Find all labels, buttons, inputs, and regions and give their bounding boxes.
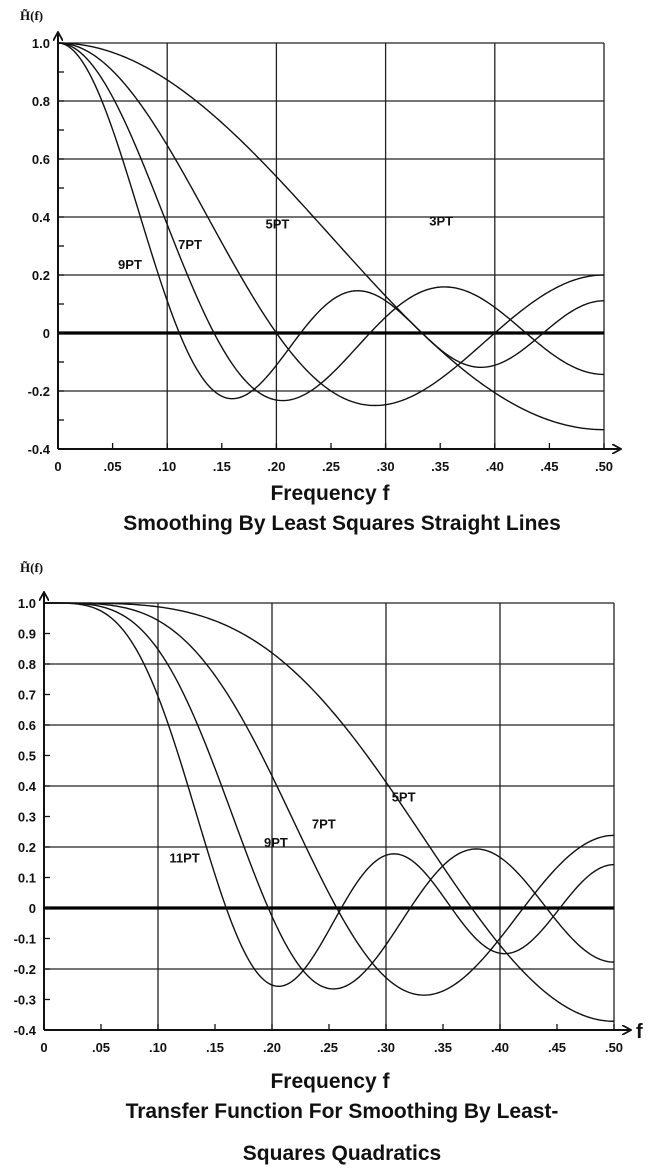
y-tick-label: 0.8 — [18, 657, 36, 672]
y-tick-label: -0.2 — [14, 962, 36, 977]
chart-caption-line-2: Squares Quadratics — [243, 1142, 441, 1165]
x-tick-label: .20 — [263, 1040, 281, 1055]
y-tick-label: 0 — [43, 326, 50, 341]
x-tick-label: .05 — [104, 459, 122, 474]
series-label-5pt: 5PT — [392, 789, 416, 804]
y-tick-label: 0.4 — [18, 779, 37, 794]
x-axis-title: Frequency f — [270, 482, 390, 505]
x-axis-arrow-label: f — [636, 1021, 643, 1043]
curves — [57, 42, 605, 431]
curve-labels: 5PT 7PT 9PT 11PT — [169, 789, 415, 865]
x-tick-label: .10 — [158, 459, 176, 474]
gridlines — [44, 602, 615, 1030]
chart-caption: Smoothing By Least Squares Straight Line… — [123, 512, 561, 535]
y-tick-label: 0.6 — [18, 718, 36, 733]
x-tick-label: .40 — [486, 459, 504, 474]
chart-caption-line-1: Transfer Function For Smoothing By Least… — [126, 1100, 559, 1123]
y-tick-label: 0.6 — [32, 152, 50, 167]
y-tick-label: -0.1 — [14, 932, 36, 947]
y-tick-label: 0.7 — [18, 688, 36, 703]
y-tick-labels: 1.0 0.9 0.8 0.7 0.6 0.5 0.4 0.3 0.2 0.1 0 -0.1 -0.2 -… — [14, 596, 37, 1038]
axes — [58, 33, 620, 449]
series-curve-7pt — [44, 602, 615, 996]
series-label-3pt: 3PT — [429, 214, 453, 229]
y-axis-label: H̃(f) — [20, 8, 43, 23]
x-tick-label: .45 — [548, 1040, 566, 1055]
y-tick-label: 0 — [29, 901, 36, 916]
y-tick-labels: 1.0 0.8 0.6 0.4 0.2 0 -0.2 -0.4 — [28, 36, 51, 457]
y-tick-label: 0.4 — [32, 210, 51, 225]
series-label-9pt: 9PT — [118, 257, 142, 272]
series-curve-9pt — [44, 602, 615, 990]
x-tick-label: .45 — [540, 459, 558, 474]
curve-labels: 3PT 5PT 7PT 9PT — [118, 214, 453, 273]
x-tick-label: .25 — [320, 1040, 338, 1055]
series-label-9pt: 9PT — [264, 835, 288, 850]
x-tick-label: .25 — [322, 459, 340, 474]
y-tick-label: 0.9 — [18, 627, 36, 642]
y-tick-label: 0.3 — [18, 810, 36, 825]
x-tick-label: .20 — [267, 459, 285, 474]
x-tick-label: .05 — [92, 1040, 110, 1055]
y-tick-label: 0.5 — [18, 749, 36, 764]
y-tick-label: 0.2 — [18, 840, 36, 855]
x-tick-label: .15 — [206, 1040, 224, 1055]
y-tick-label: -0.4 — [14, 1023, 37, 1038]
x-tick-label: .30 — [377, 459, 395, 474]
x-tick-label: .40 — [491, 1040, 509, 1055]
series-label-7pt: 7PT — [178, 237, 202, 252]
series-curve-9pt — [57, 42, 605, 400]
series-curve-11pt — [44, 602, 615, 987]
x-tick-label: .50 — [605, 1040, 623, 1055]
series-curve-5pt — [44, 602, 615, 1022]
y-tick-label: 0.2 — [32, 268, 50, 283]
gridlines — [58, 42, 605, 449]
axes — [44, 593, 630, 1030]
y-tick-label: 0.1 — [18, 871, 36, 886]
x-tick-label: .15 — [213, 459, 231, 474]
x-tick-label: 0 — [40, 1040, 47, 1055]
chart-least-squares-lines: H̃(f) 1.00.80.60.40.20-0.2-0.4 0.05.10.1… — [20, 8, 620, 535]
x-axis-title: Frequency f — [270, 1070, 390, 1093]
y-tick-label: -0.4 — [28, 442, 51, 457]
series-curve-5pt — [57, 42, 605, 407]
y-tick-label: 1.0 — [18, 596, 36, 611]
x-tick-label: .50 — [595, 459, 613, 474]
series-label-7pt: 7PT — [312, 817, 336, 832]
series-curve-7pt — [57, 42, 605, 402]
series-curve-3pt — [57, 42, 605, 431]
chart-least-squares-quadratics: H̃(f) 1.00.90.80.70.60.50.40.30.20.10-0.… — [14, 560, 643, 1165]
x-tick-labels: 0 .05 .10 .15 .20 .25 .30 .35 .40 .45 .50 — [54, 459, 613, 474]
y-axis-label: H̃(f) — [20, 560, 43, 575]
x-tick-label: 0 — [54, 459, 61, 474]
x-tick-labels: 0 .05 .10 .15 .20 .25 .30 .35 .40 .45 .50 — [40, 1040, 623, 1055]
x-tick-label: .35 — [431, 459, 449, 474]
x-tick-label: .30 — [377, 1040, 395, 1055]
y-tick-label: 0.8 — [32, 94, 50, 109]
series-label-11pt: 11PT — [169, 850, 199, 865]
y-tick-label: -0.3 — [14, 993, 36, 1008]
y-tick-label: -0.2 — [28, 384, 50, 399]
x-tick-label: .35 — [434, 1040, 452, 1055]
curves — [44, 602, 615, 1022]
series-label-5pt: 5PT — [265, 217, 289, 232]
y-tick-label: 1.0 — [32, 36, 50, 51]
x-tick-label: .10 — [149, 1040, 167, 1055]
